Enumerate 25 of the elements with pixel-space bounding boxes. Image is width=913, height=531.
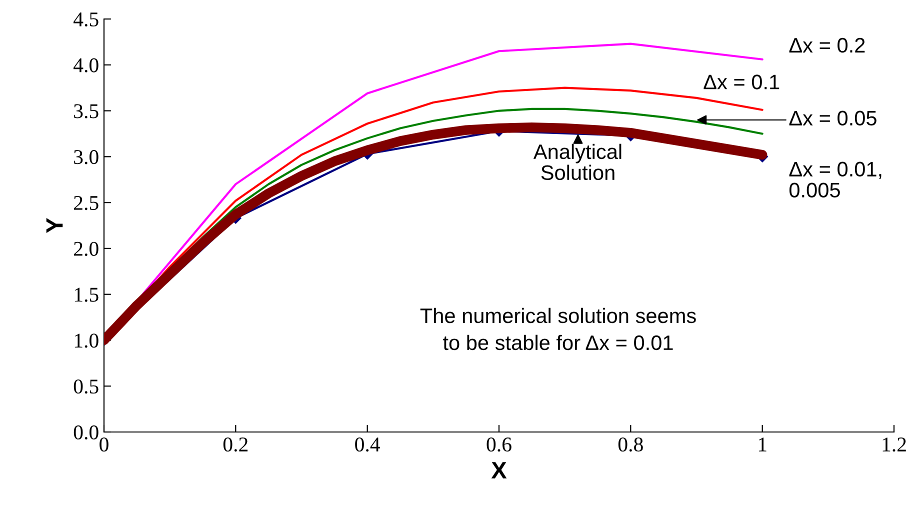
- series-label: Δx = 0.05: [789, 110, 876, 126]
- series-label: Δx = 0.2: [789, 38, 865, 53]
- series-label: Analytical Solution: [533, 144, 622, 180]
- x-tick-label: 0: [100, 437, 108, 452]
- x-tick-label: 0.2: [223, 437, 248, 452]
- series-label: Δx = 0.01, 0.005: [789, 162, 882, 198]
- x-tick-label: 0.8: [618, 437, 643, 452]
- y-tick-label: 0.5: [74, 379, 98, 394]
- y-axis-title: Y: [46, 218, 63, 233]
- y-tick-label: 2.0: [74, 242, 98, 256]
- annotation: The numerical solution seems to be stable for Δx = 0.01: [420, 308, 696, 350]
- y-tick-label: 1.5: [74, 288, 98, 302]
- y-tick-label: 1.0: [74, 334, 98, 348]
- y-tick-label: 2.5: [74, 196, 98, 210]
- x-tick-label: 1.2: [882, 438, 906, 452]
- y-tick-label: 0.0: [74, 425, 98, 440]
- y-tick-label: 4.0: [74, 58, 98, 72]
- y-tick-label: 3.5: [74, 104, 98, 118]
- x-tick-label: 0.6: [486, 437, 512, 452]
- y-tick-label: 3.0: [74, 150, 98, 164]
- x-tick-label: 1: [758, 438, 766, 452]
- y-tick-label: 4.5: [74, 12, 98, 27]
- series-label: Δx = 0.1: [704, 74, 780, 90]
- x-tick-label: 0.4: [355, 437, 380, 452]
- x-axis-title: X: [491, 462, 507, 478]
